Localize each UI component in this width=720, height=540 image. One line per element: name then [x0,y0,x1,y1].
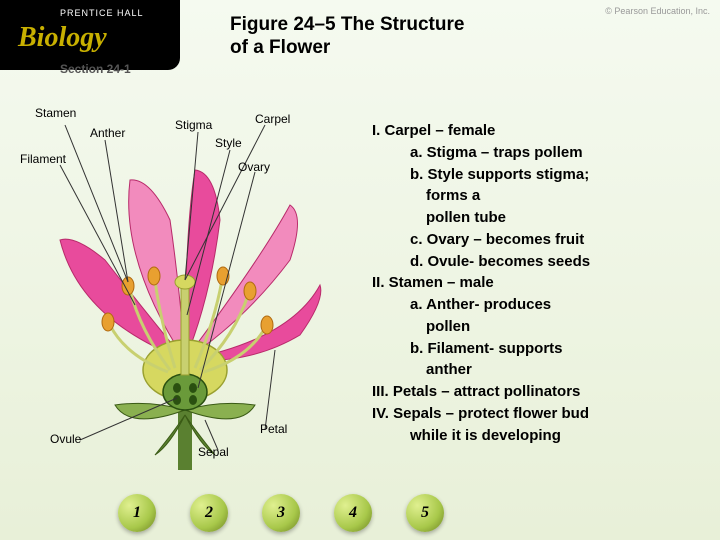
nav-4[interactable]: 4 [334,494,372,532]
label-carpel: Carpel [255,112,290,126]
anther-2 [148,267,160,285]
header: PRENTICE HALL Biology Figure 24–5 The St… [0,0,720,80]
note-l3b: forms a [426,185,712,207]
copyright: © Pearson Education, Inc. [605,6,710,16]
nav-5[interactable]: 5 [406,494,444,532]
nav-2[interactable]: 2 [190,494,228,532]
anther-4 [244,282,256,300]
figure-title: Figure 24–5 The Structure of a Flower [230,14,464,60]
note-l9: III. Petals – attract pollinators [372,381,712,403]
note-l6: II. Stamen – male [372,272,712,294]
ovule-4 [189,395,197,405]
flower-diagram: Stamen Anther Filament Stigma Carpel Sty… [20,110,350,470]
note-l8b: anther [426,359,712,381]
flower-svg [20,110,350,470]
ovule-1 [173,383,181,393]
label-stamen: Stamen [35,106,76,120]
note-l3c: pollen tube [426,207,712,229]
logo-publisher: PRENTICE HALL [60,8,144,18]
note-l1: I. Carpel – female [372,120,712,142]
anther-5 [102,313,114,331]
label-ovule: Ovule [50,432,81,446]
stem [178,410,192,470]
label-sepal: Sepal [198,445,229,459]
figure-title-line2: of a Flower [230,37,330,58]
nav-3[interactable]: 3 [262,494,300,532]
note-l10: IV. Sepals – protect flower bud [372,403,712,425]
note-l3: b. Style supports stigma; [410,164,712,186]
style [181,285,189,375]
label-petal: Petal [260,422,287,436]
label-style: Style [215,136,242,150]
notes: I. Carpel – female a. Stigma – traps pol… [372,120,712,446]
leader-anther [105,140,128,282]
label-ovary: Ovary [238,160,270,174]
petals [60,170,321,361]
nav-1[interactable]: 1 [118,494,156,532]
note-l7: a. Anther- produces [410,294,712,316]
label-stigma: Stigma [175,118,212,132]
note-l2: a. Stigma – traps pollem [410,142,712,164]
note-l4: c. Ovary – becomes fruit [410,229,712,251]
note-l8: b. Filament- supports [410,338,712,360]
section-label: Section 24-1 [60,62,131,76]
leader-petal [265,350,275,430]
ovule-2 [189,383,197,393]
label-anther: Anther [90,126,125,140]
logo-brand: Biology [18,22,107,54]
nav-footer: 1 2 3 4 5 [0,490,720,536]
label-filament: Filament [20,152,66,166]
anther-6 [261,316,273,334]
note-l5: d. Ovule- becomes seeds [410,251,712,273]
figure-title-line1: Figure 24–5 The Structure [230,14,464,35]
note-l7b: pollen [426,316,712,338]
ovule-3 [173,395,181,405]
logo: PRENTICE HALL Biology [0,0,180,70]
note-l10b: while it is developing [410,425,712,447]
